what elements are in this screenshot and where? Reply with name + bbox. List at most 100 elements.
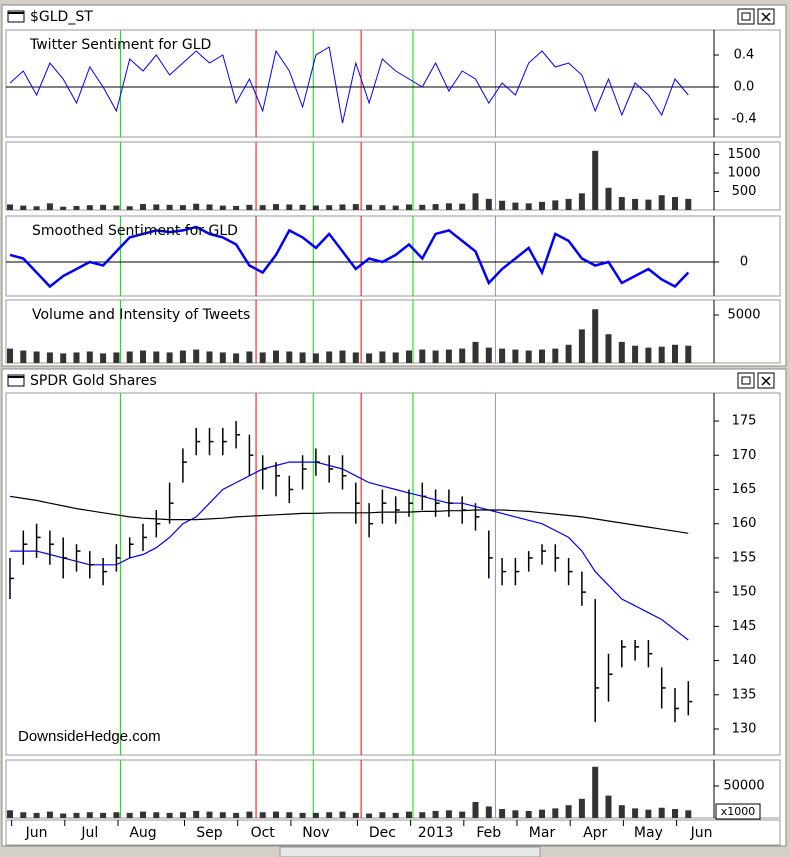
bar xyxy=(113,205,120,210)
bar xyxy=(326,205,333,210)
x-tick-label: Mar xyxy=(529,825,556,841)
panel xyxy=(5,141,781,211)
bar xyxy=(632,345,639,363)
y-tick-label: 1500 xyxy=(727,147,760,162)
panel-title: Twitter Sentiment for GLD xyxy=(29,37,211,53)
x-tick-label: Jun xyxy=(690,825,713,841)
bar xyxy=(499,200,506,210)
bar xyxy=(126,206,133,210)
bar xyxy=(219,352,226,363)
bar xyxy=(153,204,160,210)
bar xyxy=(512,202,519,210)
bar xyxy=(672,344,678,363)
panel-title: Volume and Intensity of Tweets xyxy=(32,307,250,323)
bar xyxy=(552,808,559,818)
bar xyxy=(379,812,386,818)
y-tick-label: 155 xyxy=(732,550,757,565)
bar xyxy=(46,352,53,363)
window-title: SPDR Gold Shares xyxy=(30,373,157,389)
bar xyxy=(472,802,479,818)
x-tick-label: Nov xyxy=(302,825,329,841)
bar xyxy=(73,352,80,363)
scrollbar[interactable] xyxy=(279,846,541,857)
bar xyxy=(246,811,253,818)
bar xyxy=(113,812,120,818)
bar xyxy=(60,353,67,363)
bar xyxy=(312,205,319,210)
bar xyxy=(605,795,612,818)
bar xyxy=(326,812,333,818)
title-bar xyxy=(3,6,785,26)
bar xyxy=(179,812,186,818)
y-tick-label: 0.4 xyxy=(734,48,755,63)
bar xyxy=(419,349,426,363)
x-axis xyxy=(5,819,781,846)
bar xyxy=(166,352,173,363)
y-tick-label: 175 xyxy=(732,414,757,429)
bar xyxy=(592,150,599,210)
unit-label: x1000 xyxy=(721,805,756,818)
bar xyxy=(605,334,612,363)
bar xyxy=(445,810,452,818)
maximize-icon xyxy=(741,376,751,385)
bar xyxy=(406,204,412,210)
bar xyxy=(658,807,665,818)
x-tick-label: Jul xyxy=(80,825,98,841)
y-tick-label: 130 xyxy=(732,721,757,736)
bar xyxy=(299,812,306,818)
bar xyxy=(286,351,293,363)
y-tick-label: 0.0 xyxy=(734,80,755,95)
bar xyxy=(685,810,692,818)
bar xyxy=(7,348,13,363)
panel-title: Smoothed Sentiment for GLD xyxy=(32,223,238,239)
y-tick-label: 165 xyxy=(732,482,757,497)
bar xyxy=(86,351,93,363)
bar xyxy=(658,346,665,363)
bar xyxy=(113,352,120,363)
bar xyxy=(60,206,67,210)
bar xyxy=(206,811,213,818)
bar xyxy=(406,350,412,363)
bar xyxy=(46,811,53,818)
bar xyxy=(632,808,639,818)
bar xyxy=(153,351,160,363)
bar xyxy=(259,205,266,210)
bar xyxy=(432,204,439,210)
bar xyxy=(73,205,80,210)
bar xyxy=(86,812,93,818)
unit-box xyxy=(715,803,761,820)
bar xyxy=(273,811,279,818)
y-tick-label: 150 xyxy=(732,585,757,600)
maximize-button[interactable] xyxy=(737,8,755,25)
bar xyxy=(565,198,572,210)
bar xyxy=(366,353,373,363)
bar xyxy=(485,347,492,363)
bar xyxy=(100,353,107,363)
bar xyxy=(432,350,439,363)
bar xyxy=(166,204,173,210)
bar xyxy=(618,341,625,363)
bar xyxy=(392,812,399,818)
bar xyxy=(140,204,146,210)
bar xyxy=(352,812,359,818)
bar xyxy=(672,809,678,818)
bar xyxy=(73,812,80,818)
maximize-button[interactable] xyxy=(737,372,755,389)
bar xyxy=(645,347,652,363)
bar xyxy=(445,349,452,363)
close-icon xyxy=(761,376,771,386)
bar xyxy=(565,805,572,818)
bar xyxy=(273,350,279,363)
bar xyxy=(20,812,27,818)
bar xyxy=(419,204,426,210)
bar xyxy=(273,204,279,210)
bar xyxy=(459,811,466,818)
bar xyxy=(685,345,692,363)
bar xyxy=(459,348,466,363)
y-tick-label: 50000 xyxy=(723,779,764,794)
x-tick-label: Oct xyxy=(251,825,276,841)
bar xyxy=(286,812,293,818)
bar xyxy=(552,200,559,210)
panel xyxy=(5,759,781,819)
bar xyxy=(618,197,625,210)
